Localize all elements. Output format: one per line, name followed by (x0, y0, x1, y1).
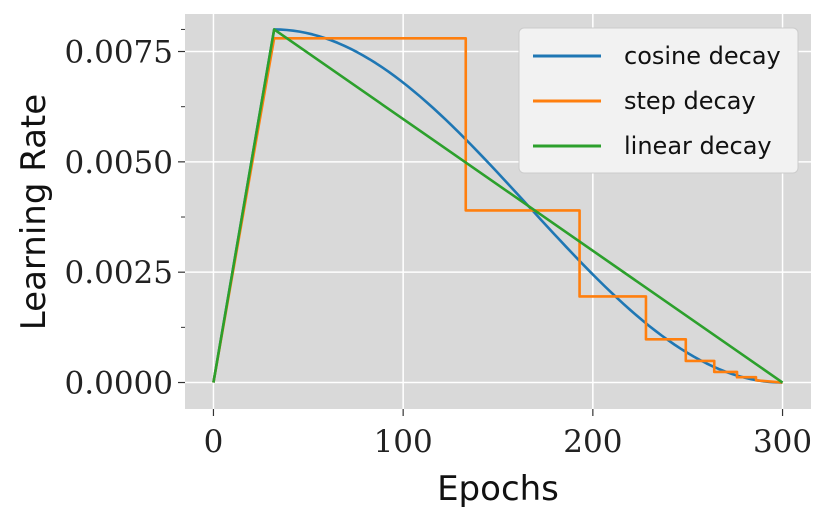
y-axis-title: Learning Rate (14, 94, 54, 330)
y-tick-label: 0.0075 (65, 35, 173, 71)
x-axis: 0 100 200 300 (204, 409, 812, 460)
x-tick-label: 0 (204, 424, 224, 460)
y-tick-label: 0.0000 (65, 366, 173, 402)
series-line (212, 28, 784, 384)
series-line (212, 36, 783, 384)
x-tick-label: 300 (753, 424, 812, 460)
x-axis-title: Epochs (437, 469, 559, 509)
legend: cosine decay step decay linear decay (518, 27, 799, 174)
legend-label: step decay (624, 87, 756, 115)
series-lines (212, 28, 784, 384)
legend-label: linear decay (624, 132, 772, 160)
y-tick-label: 0.0025 (65, 255, 173, 291)
legend-label: cosine decay (624, 42, 781, 70)
x-tick-label: 100 (374, 424, 433, 460)
legend-box (518, 27, 799, 174)
x-tick-label: 200 (563, 424, 622, 460)
y-axis: 0.0000 0.0025 0.0050 0.0075 (65, 28, 185, 402)
y-tick-label: 0.0050 (65, 145, 173, 181)
